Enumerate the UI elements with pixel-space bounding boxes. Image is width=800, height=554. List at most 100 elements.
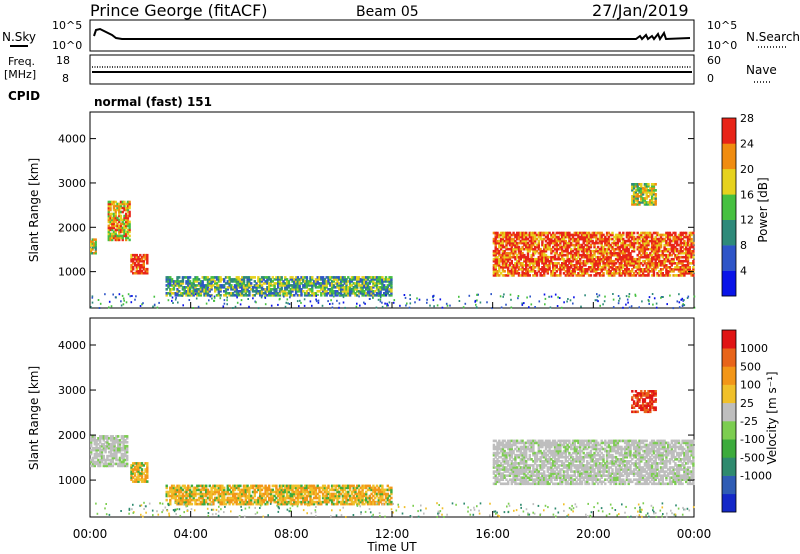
range-cell xyxy=(187,290,190,293)
noise-cell xyxy=(660,296,662,299)
range-cell xyxy=(507,247,510,251)
range-cell xyxy=(108,446,111,450)
range-cell xyxy=(534,247,537,251)
range-cell xyxy=(343,276,346,279)
range-cell xyxy=(287,486,291,490)
range-cell xyxy=(595,274,598,277)
range-cell xyxy=(109,462,113,466)
noise-cell xyxy=(549,306,552,309)
range-cell xyxy=(112,236,116,240)
range-cell xyxy=(532,231,535,235)
range-cell xyxy=(124,439,127,442)
range-cell xyxy=(323,488,327,492)
range-cell xyxy=(602,249,605,253)
range-cell xyxy=(494,476,497,479)
range-cell xyxy=(330,280,334,283)
range-cell xyxy=(181,288,185,291)
range-cell xyxy=(107,224,110,228)
range-cell xyxy=(526,251,530,255)
range-cell xyxy=(266,278,269,281)
range-cell xyxy=(632,247,636,251)
noise-cell xyxy=(91,296,94,299)
range-cell xyxy=(118,236,121,240)
range-cell xyxy=(111,238,114,242)
range-cell xyxy=(645,235,648,239)
range-cell xyxy=(239,498,242,502)
noise-cell xyxy=(406,302,408,305)
range-cell xyxy=(316,500,319,504)
range-cell xyxy=(109,435,113,438)
range-cell xyxy=(596,241,600,245)
range-cell xyxy=(137,480,140,483)
range-cell xyxy=(686,239,690,243)
range-cell xyxy=(505,482,508,486)
range-cell xyxy=(604,262,607,265)
range-cell xyxy=(119,226,123,230)
range-cell xyxy=(126,216,130,220)
range-cell xyxy=(291,288,294,291)
range-cell xyxy=(172,280,176,283)
range-cell xyxy=(616,266,620,269)
noise-cell xyxy=(449,304,451,307)
range-cell xyxy=(330,276,334,279)
range-cell xyxy=(121,202,124,206)
range-cell xyxy=(557,247,560,251)
range-cell xyxy=(354,294,357,297)
range-cell xyxy=(375,484,379,488)
range-cell xyxy=(268,286,271,289)
range-cell xyxy=(372,290,375,293)
range-cell xyxy=(625,259,629,263)
range-cell xyxy=(663,266,666,269)
range-cell xyxy=(356,276,359,279)
range-cell xyxy=(293,282,296,285)
range-cell xyxy=(226,492,229,496)
range-cell xyxy=(125,224,128,228)
range-cell xyxy=(591,235,594,239)
range-cell xyxy=(246,286,249,289)
range-cell xyxy=(593,268,596,271)
range-cell xyxy=(339,290,343,293)
range-cell xyxy=(291,284,294,287)
noise-cell xyxy=(429,304,431,307)
range-cell xyxy=(170,484,174,488)
range-cell xyxy=(618,231,621,235)
range-cell xyxy=(584,243,587,247)
range-cell xyxy=(685,266,688,269)
range-cell xyxy=(345,496,348,500)
range-cell xyxy=(259,500,262,504)
range-cell xyxy=(587,245,591,249)
range-cell xyxy=(579,274,582,277)
range-cell xyxy=(523,257,526,261)
noise-cell xyxy=(603,300,606,303)
range-cell xyxy=(503,482,506,486)
noise-cell xyxy=(557,296,559,299)
range-cell xyxy=(629,272,632,275)
range-cell xyxy=(584,249,587,253)
range-cell xyxy=(112,212,116,216)
range-cell xyxy=(214,486,217,490)
range-cell xyxy=(625,262,629,265)
range-cell xyxy=(107,226,110,230)
range-cell xyxy=(307,490,310,494)
range-cell xyxy=(641,235,645,239)
range-cell xyxy=(641,249,645,253)
noise-cell xyxy=(597,300,599,303)
range-cell xyxy=(492,239,496,243)
range-cell xyxy=(93,252,96,255)
range-cell xyxy=(146,267,149,271)
range-cell xyxy=(118,226,121,230)
range-cell xyxy=(289,498,292,502)
range-cell xyxy=(345,498,348,502)
range-cell xyxy=(188,292,192,295)
range-cell xyxy=(611,233,614,237)
range-cell xyxy=(625,253,629,257)
noise-cell xyxy=(171,299,173,302)
range-cell xyxy=(239,282,242,285)
range-cell xyxy=(647,255,650,259)
range-cell xyxy=(557,239,560,243)
range-cell xyxy=(582,235,585,239)
range-cell xyxy=(181,282,185,285)
range-cell xyxy=(248,490,251,494)
range-cell xyxy=(176,288,179,291)
range-cell xyxy=(663,257,666,261)
